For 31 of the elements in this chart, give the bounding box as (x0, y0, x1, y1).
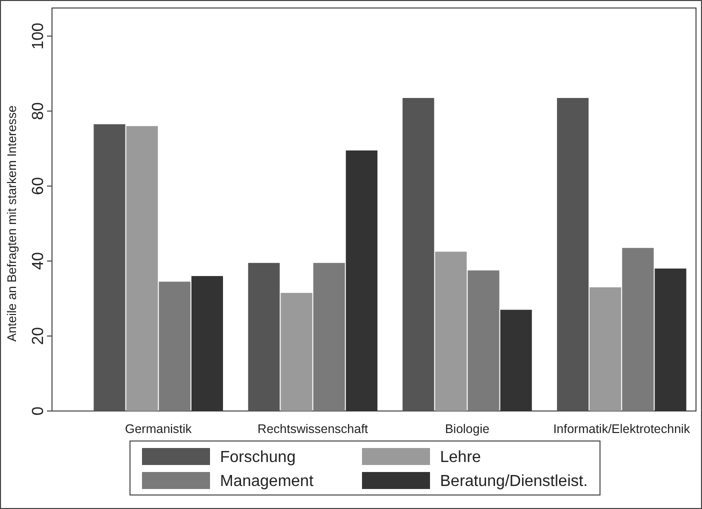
legend-label: Lehre (440, 449, 482, 466)
bar (435, 252, 467, 411)
y-tick-label: 100 (30, 22, 47, 50)
y-tick-label: 40 (30, 252, 47, 270)
legend-label: Management (220, 473, 314, 490)
x-tick-label: Rechtswissenschaft (258, 422, 369, 436)
bar (94, 124, 126, 411)
y-axis-title: Anteile an Befragten mit starkem Interesse (5, 105, 19, 342)
y-tick-label: 20 (30, 327, 47, 345)
bar (468, 270, 500, 411)
bar (248, 262, 280, 411)
bar (500, 310, 532, 411)
bar (158, 282, 190, 411)
bar (556, 98, 589, 411)
legend-label: Forschung (220, 449, 296, 466)
x-tick-label: Informatik/Elektrotechnik (553, 422, 691, 436)
bar (126, 126, 158, 411)
bar (191, 276, 224, 411)
bar (313, 262, 345, 411)
x-tick-label: Germanistik (125, 422, 192, 436)
x-tick-label: Biologie (444, 422, 490, 436)
bar (280, 292, 312, 411)
y-tick-label: 80 (30, 102, 47, 120)
bar (402, 98, 434, 411)
bar (590, 287, 622, 411)
y-tick-label: 60 (30, 177, 47, 195)
y-tick-label: 0 (30, 406, 47, 416)
bar (622, 248, 654, 411)
legend-label: Beratung/Dienstleist. (440, 473, 588, 490)
bar (346, 150, 378, 411)
bar (654, 268, 686, 411)
